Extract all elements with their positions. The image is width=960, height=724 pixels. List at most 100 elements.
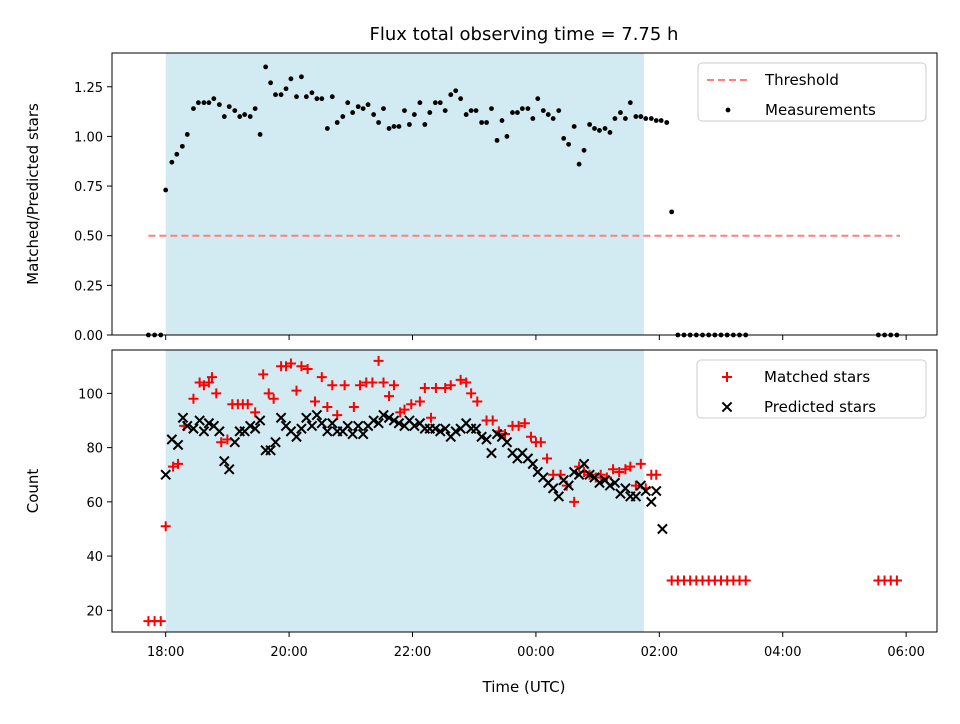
matched-star-point [367,377,378,388]
measurement-point [391,124,397,129]
series-matched-stars [143,355,902,627]
measurement-point [179,143,185,149]
measurement-point [484,120,489,125]
measurement-point [427,110,433,115]
measurement-point [216,102,222,108]
x-tick-label: 04:00 [764,645,801,660]
matched-star-point [406,399,417,410]
measurement-point [442,108,448,113]
predicted-star-point [604,480,616,491]
measurement-point [329,94,335,100]
measurement-point [494,137,500,143]
matched-star-point [472,396,483,407]
measurement-point [519,106,525,112]
measurement-point [211,96,217,102]
measurement-point [299,74,304,80]
measurement-point [669,209,675,215]
predicted-star-point [301,412,312,424]
measurement-point [453,88,459,94]
predicted-star-point [254,415,266,426]
measurement-point [232,108,238,113]
matched-star-point [332,410,343,421]
measurement-point [530,116,536,121]
matched-star-point [373,355,384,366]
predicted-star-point [347,428,358,440]
axes-frame [111,349,938,633]
predicted-star-point [434,426,446,437]
measurement-point [226,104,232,110]
measurement-point [664,120,670,125]
legend-label: Threshold [764,71,839,89]
predicted-star-point [388,415,400,426]
predicted-star-point [501,436,513,448]
predicted-star-point [229,436,241,448]
matched-star-point [327,380,338,391]
measurement-point [174,151,180,157]
measurement-point [432,100,438,106]
measurement-point [643,116,649,121]
y-tick-label: 20 [86,604,103,619]
predicted-star-point [378,409,389,421]
measurement-point [365,102,371,108]
series-measurements [146,64,900,338]
y-axis-label: Count [24,469,42,514]
measurement-point [540,108,546,113]
measurement-point [169,159,175,165]
predicted-star-point [481,434,492,445]
matched-star-point [430,382,441,393]
chart-title: Flux total observing time = 7.75 h [370,24,679,45]
predicted-star-point [609,477,621,489]
x-tick-label: 20:00 [270,645,307,660]
measurement-point [458,96,464,102]
predicted-star-point [430,423,441,434]
matched-star-point [216,437,227,448]
predicted-star-point [326,417,338,429]
measurement-point [350,110,356,115]
measurement-point [468,108,474,113]
predicted-star-point [470,423,482,434]
matched-star-point [569,496,580,507]
legend: Threshold Measurements [697,62,927,122]
matched-star-point [322,401,333,412]
measurement-point [381,106,386,112]
matched-star-point [399,404,410,415]
matched-star-point [419,382,430,393]
y-tick-label: 40 [86,550,103,565]
matched-star-point [258,369,269,380]
predicted-star-point [553,491,565,502]
measurement-point [510,110,515,115]
predicted-star-point [409,420,420,432]
predicted-star-point [291,431,302,443]
predicted-star-point [218,455,230,467]
x-tick-label: 18:00 [147,645,184,660]
predicted-star-point [203,417,215,429]
predicted-star-point [198,426,210,437]
observing-window-band [165,350,644,632]
series-predicted-stars [160,409,668,535]
matched-star-point [291,385,302,396]
matched-star-point [513,420,524,431]
measurement-point [633,114,639,119]
predicted-star-point [188,423,199,434]
measurement-point [463,112,469,117]
measurement-point [411,112,417,117]
measurement-point [191,106,196,112]
y-tick-label: 0.25 [74,279,103,294]
predicted-star-point [527,458,539,470]
matched-star-point [355,380,366,391]
measurement-point [515,110,520,115]
matched-star-point [188,393,199,404]
measurement-point [638,114,644,119]
legend-label: Matched stars [764,368,870,386]
predicted-star-point [584,469,595,481]
predicted-star-point [547,482,559,494]
predicted-star-point [630,491,642,502]
predicted-star-point [342,420,354,432]
measurement-point [242,112,248,117]
matched-star-point [348,401,359,412]
y-tick-label: 100 [78,387,103,402]
y-tick-label: 0.50 [74,230,103,245]
measurement-point [314,96,320,102]
matched-star-point [339,380,350,391]
measurement-point [396,124,402,129]
